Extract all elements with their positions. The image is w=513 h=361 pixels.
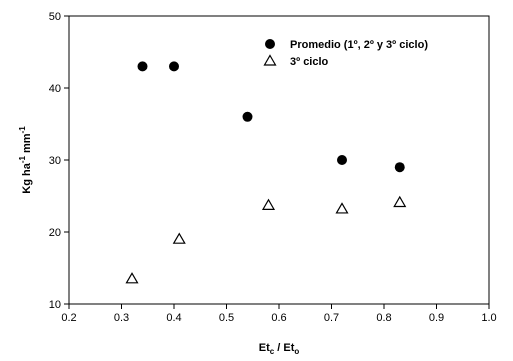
legend-label-3-ciclo: 3º ciclo xyxy=(290,56,329,68)
y-tick-label: 50 xyxy=(49,11,61,23)
y-tick-label: 10 xyxy=(49,299,61,311)
legend-marker-promedio xyxy=(265,39,275,49)
x-axis-title-sep: / Et xyxy=(274,342,295,354)
x-tick-label: 0.2 xyxy=(61,312,76,324)
point-3-ciclo xyxy=(172,232,186,244)
point-3-ciclo xyxy=(261,198,276,210)
point-promedio xyxy=(169,61,179,72)
x-tick-label: 0.9 xyxy=(429,312,444,324)
point-3-ciclo xyxy=(335,202,349,214)
y-tick-label: 40 xyxy=(49,83,61,95)
y-axis-title-main: Kg ha xyxy=(21,162,33,193)
point-3-ciclo xyxy=(125,272,139,284)
x-tick-label: 1.0 xyxy=(481,312,496,324)
point-promedio xyxy=(337,155,347,165)
x-axis-title: Etc / Eto xyxy=(259,342,300,356)
y-tick-label: 20 xyxy=(49,227,61,239)
x-axis-title-main: Et xyxy=(259,342,270,354)
legend-marker-3-ciclo xyxy=(263,54,277,66)
y-axis-title-sup2: -1 xyxy=(18,126,27,134)
y-axis-title-sup1: -1 xyxy=(18,155,27,163)
y-tick-label: 30 xyxy=(49,155,61,167)
y-axis-title-mid: mm xyxy=(21,133,33,156)
x-axis-title-sub2: o xyxy=(294,347,299,356)
legend: Promedio (1º, 2º y 3º ciclo) 3º ciclo xyxy=(263,39,428,68)
data-points xyxy=(125,61,407,284)
x-tick-label: 0.5 xyxy=(219,312,234,324)
x-tick-label: 0.8 xyxy=(376,312,391,324)
point-3-ciclo xyxy=(393,195,407,208)
point-promedio xyxy=(242,111,253,122)
point-promedio xyxy=(394,162,405,173)
y-axis: 10 20 30 40 50 xyxy=(49,11,69,311)
x-tick-label: 0.6 xyxy=(271,312,286,324)
x-axis-title-sub1: c xyxy=(270,347,275,356)
y-axis-title: Kg ha-1 mm-1 xyxy=(18,126,33,194)
plot-area xyxy=(68,15,490,305)
x-axis: 0.2 0.3 0.4 0.5 0.6 0.7 0.8 0.9 1.0 xyxy=(61,304,497,324)
x-tick-label: 0.3 xyxy=(114,312,129,324)
legend-label-promedio: Promedio (1º, 2º y 3º ciclo) xyxy=(290,39,428,51)
x-tick-label: 0.4 xyxy=(166,312,181,324)
x-tick-label: 0.7 xyxy=(324,312,339,324)
point-promedio xyxy=(137,61,148,72)
